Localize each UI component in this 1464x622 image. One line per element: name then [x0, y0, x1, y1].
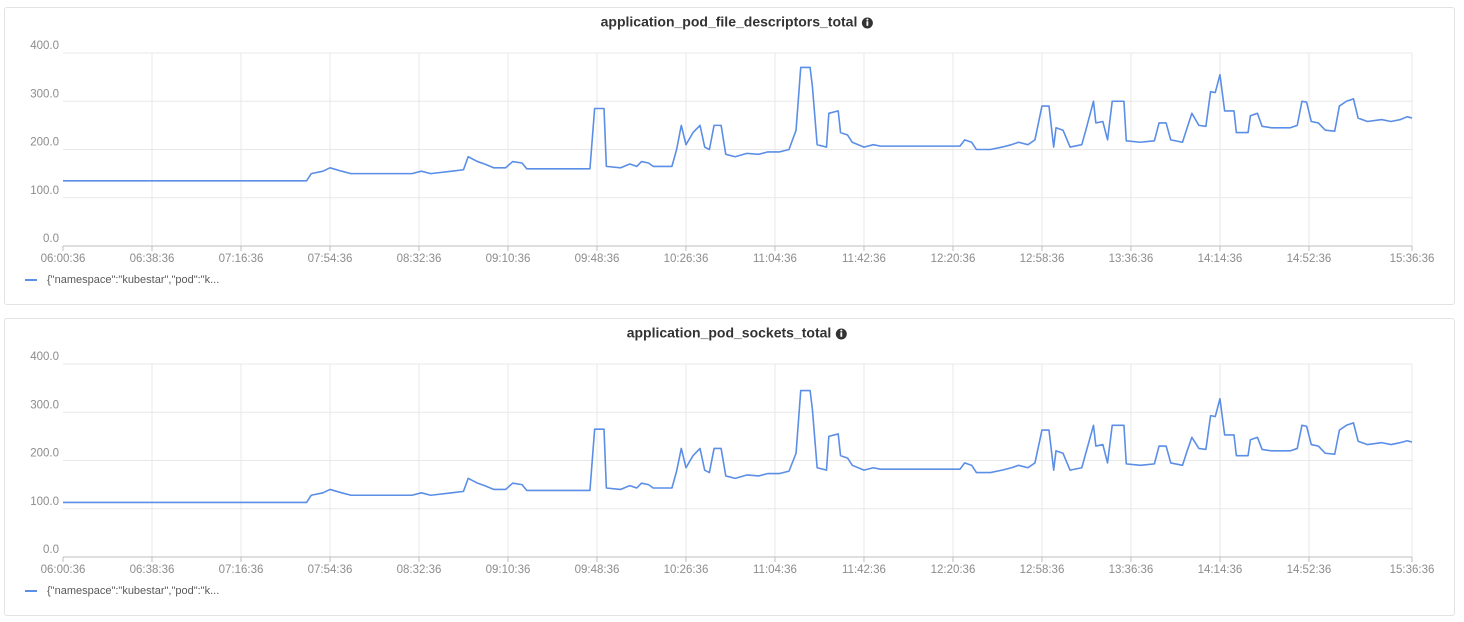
y-tick-label: 100.0 [30, 496, 59, 508]
x-tick-label: 07:54:36 [308, 564, 353, 576]
x-tick-label: 14:14:36 [1198, 253, 1243, 265]
y-tick-label: 0.0 [43, 544, 59, 556]
chart-panel: application_pod_sockets_total 0.0 100.0 20… [4, 318, 1455, 616]
x-tick-label: 12:58:36 [1020, 564, 1065, 576]
x-tick-label: 07:16:36 [219, 253, 264, 265]
x-tick-label: 11:42:36 [842, 253, 886, 265]
x-tick-label: 13:36:36 [1109, 564, 1154, 576]
x-tick-label: 14:52:36 [1287, 564, 1332, 576]
x-tick-label: 11:04:36 [753, 564, 797, 576]
x-tick-label: 06:00:36 [41, 253, 86, 265]
x-tick-label: 13:36:36 [1109, 253, 1154, 265]
info-icon-glyph [866, 18, 869, 21]
x-tick-label: 08:32:36 [397, 253, 442, 265]
x-tick-label: 06:00:36 [41, 564, 86, 576]
x-tick-label: 09:10:36 [486, 564, 531, 576]
chart-title: application_pod_sockets_total [627, 325, 832, 341]
y-tick-label: 0.0 [43, 233, 59, 245]
chart: application_pod_file_descriptors_total 0… [25, 14, 1435, 286]
chart: application_pod_sockets_total 0.0 100.0 20… [25, 325, 1435, 597]
x-tick-label: 12:58:36 [1020, 253, 1065, 265]
x-tick-label: 15:36:36 [1390, 253, 1435, 265]
x-tick-label: 10:26:36 [664, 253, 709, 265]
y-tick-label: 100.0 [30, 185, 59, 197]
y-tick-label: 400.0 [30, 40, 59, 52]
y-tick-label: 200.0 [30, 448, 59, 460]
x-tick-label: 09:48:36 [575, 253, 620, 265]
legend-label: {"namespace":"kubestar","pod":"k... [47, 585, 219, 597]
x-tick-label: 12:20:36 [931, 564, 976, 576]
info-icon-glyph [866, 21, 869, 26]
x-tick-label: 15:36:36 [1390, 564, 1435, 576]
x-tick-label: 07:54:36 [308, 253, 353, 265]
series-line [63, 66, 1413, 182]
chart-panel: application_pod_file_descriptors_total 0… [4, 7, 1455, 305]
x-tick-label: 11:42:36 [842, 564, 886, 576]
info-icon-glyph [840, 332, 843, 337]
y-tick-label: 200.0 [30, 137, 59, 149]
y-tick-label: 400.0 [30, 351, 59, 363]
x-tick-label: 06:38:36 [130, 564, 175, 576]
x-tick-label: 09:48:36 [575, 564, 620, 576]
series-line [63, 389, 1413, 504]
x-tick-label: 08:32:36 [397, 564, 442, 576]
x-tick-label: 09:10:36 [486, 253, 531, 265]
chart-title: application_pod_file_descriptors_total [601, 14, 858, 30]
info-icon-glyph [840, 329, 843, 332]
legend-label: {"namespace":"kubestar","pod":"k... [47, 274, 219, 286]
y-tick-label: 300.0 [30, 399, 59, 411]
x-tick-label: 07:16:36 [219, 564, 264, 576]
y-tick-label: 300.0 [30, 88, 59, 100]
x-tick-label: 14:52:36 [1287, 253, 1332, 265]
x-tick-label: 14:14:36 [1198, 564, 1243, 576]
x-tick-label: 12:20:36 [931, 253, 976, 265]
x-tick-label: 10:26:36 [664, 564, 709, 576]
x-tick-label: 11:04:36 [753, 253, 797, 265]
x-tick-label: 06:38:36 [130, 253, 175, 265]
